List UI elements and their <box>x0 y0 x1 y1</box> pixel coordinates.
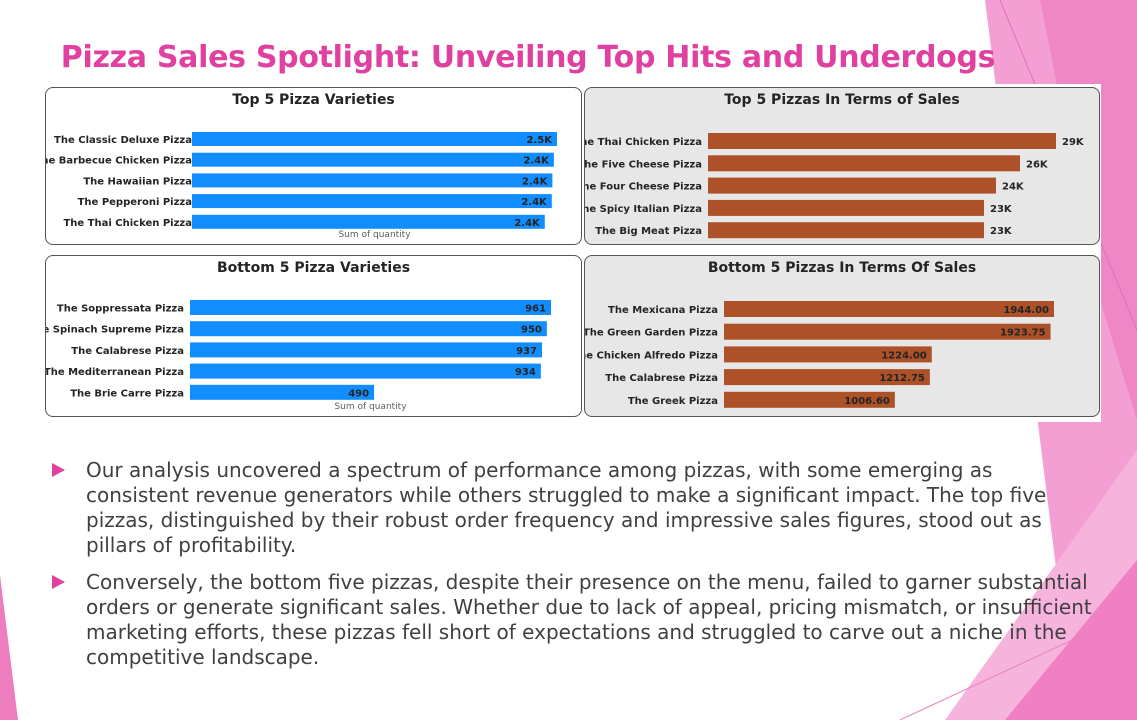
data-label: 1923.75 <box>1000 328 1046 339</box>
data-label: 23K <box>990 226 1013 237</box>
data-label: 1944.00 <box>1003 305 1049 316</box>
chart-title: Bottom 5 Pizzas In Terms Of Sales <box>707 260 977 276</box>
data-label: 2.4K <box>521 197 548 208</box>
bullet-item: Conversely, the bottom five pizzas, desp… <box>50 570 1100 670</box>
category-label: The Spicy Italian Pizza <box>585 204 702 215</box>
bar <box>724 369 930 386</box>
x-axis-label: Sum of quantity <box>338 230 411 240</box>
bar <box>724 323 1051 340</box>
panel-bottom5-varieties: Bottom 5 Pizza Varieties The Soppressata… <box>45 255 582 417</box>
bullet-text: Our analysis uncovered a spectrum of per… <box>86 458 1047 557</box>
data-label: 1006.60 <box>844 396 890 407</box>
bar <box>708 222 984 239</box>
data-label: 23K <box>990 204 1013 215</box>
bullet-text: Conversely, the bottom five pizzas, desp… <box>86 570 1092 669</box>
category-label: The Calabrese Pizza <box>71 346 184 357</box>
bar <box>708 199 984 216</box>
bar <box>708 177 996 194</box>
data-label: 934 <box>515 367 536 378</box>
data-label: 1212.75 <box>879 373 925 384</box>
bar <box>192 194 552 209</box>
category-label: The Big Meat Pizza <box>595 226 702 237</box>
x-axis-label: Sum of quantity <box>334 402 407 412</box>
category-label: The Mediterranean Pizza <box>46 367 184 378</box>
chart-top5-varieties: The Classic Deluxe Pizza 2.5K The Barbecue… <box>46 132 557 240</box>
category-label: The Brie Carre Pizza <box>70 388 184 399</box>
bar <box>190 342 542 358</box>
category-label: The Calabrese Pizza <box>605 373 718 384</box>
data-label: 26K <box>1026 159 1049 170</box>
slide-title: Pizza Sales Spotlight: Unveiling Top Hit… <box>60 40 996 75</box>
bar <box>724 391 895 408</box>
bar <box>192 173 553 188</box>
category-label: The Thai Chicken Pizza <box>63 218 192 229</box>
category-label: The Hawaiian Pizza <box>83 176 192 187</box>
category-label: The Green Garden Pizza <box>585 328 718 339</box>
bar <box>190 384 375 400</box>
category-label: The Barbecue Chicken Pizza <box>46 156 192 167</box>
data-label: 490 <box>348 388 369 399</box>
data-label: 2.5K <box>527 135 554 146</box>
category-label: The Spinach Supreme Pizza <box>46 325 184 336</box>
chart-title: Top 5 Pizzas In Terms of Sales <box>724 92 960 108</box>
category-label: The Greek Pizza <box>628 396 718 407</box>
bullet-item: Our analysis uncovered a spectrum of per… <box>50 458 1100 558</box>
category-label: The Thai Chicken Pizza <box>585 137 702 148</box>
bullet-arrow-icon <box>52 575 65 589</box>
data-label: 2.4K <box>523 156 550 167</box>
category-label: The Classic Deluxe Pizza <box>54 135 192 146</box>
data-label: 937 <box>516 346 537 357</box>
data-label: 2.4K <box>514 218 541 229</box>
bar <box>192 132 557 146</box>
chart-top5-sales: The Thai Chicken Pizza 29K The Five Cheese… <box>585 133 1085 239</box>
data-label: 29K <box>1062 137 1085 148</box>
bar <box>724 301 1054 317</box>
panel-top5-varieties: Top 5 Pizza Varieties The Classic Deluxe… <box>45 87 582 245</box>
panel-top5-sales: Top 5 Pizzas In Terms of Sales The Thai … <box>584 87 1100 245</box>
bar <box>708 155 1020 172</box>
chart-title: Top 5 Pizza Varieties <box>232 92 395 108</box>
data-label: 24K <box>1002 182 1025 193</box>
category-label: The Four Cheese Pizza <box>585 182 702 193</box>
data-label: 2.4K <box>522 176 549 187</box>
category-label: The Five Cheese Pizza <box>585 159 702 170</box>
bar <box>190 300 551 315</box>
data-label: 961 <box>525 304 546 315</box>
chart-title: Bottom 5 Pizza Varieties <box>216 260 411 276</box>
category-label: The Soppressata Pizza <box>57 304 184 315</box>
data-label: 1224.00 <box>881 350 927 361</box>
bullet-arrow-icon <box>52 463 65 477</box>
bar <box>708 133 1056 149</box>
category-label: The Chicken Alfredo Pizza <box>585 350 718 361</box>
bullet-list: Our analysis uncovered a spectrum of per… <box>50 458 1100 682</box>
bar <box>192 152 554 167</box>
chart-bottom5-varieties: The Soppressata Pizza 961 The Spinach Supr… <box>46 300 551 412</box>
category-label: The Mexicana Pizza <box>608 305 718 316</box>
bar <box>192 214 545 229</box>
panel-bottom5-sales: Bottom 5 Pizzas In Terms Of Sales The Me… <box>584 255 1100 417</box>
category-label: The Pepperoni Pizza <box>78 197 192 208</box>
data-label: 950 <box>521 325 542 336</box>
chart-bottom5-sales: The Mexicana Pizza 1944.00 The Green Garde… <box>585 301 1054 408</box>
bar <box>190 321 547 337</box>
bar <box>190 363 541 379</box>
bar <box>724 346 932 363</box>
